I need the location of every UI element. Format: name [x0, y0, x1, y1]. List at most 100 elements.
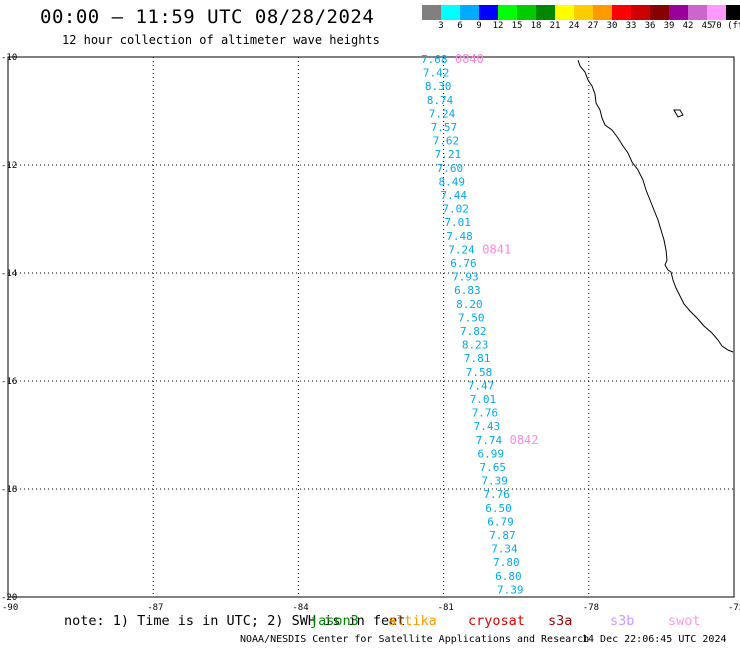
- wave-height-value: 7.48: [446, 230, 473, 243]
- legend-swatch: [631, 5, 650, 20]
- legend-label: 42: [682, 21, 694, 31]
- wave-height-value: 7.50: [458, 311, 485, 324]
- y-tick-label: -20: [1, 593, 17, 603]
- pass-time-label: 0842: [510, 433, 539, 447]
- legend-swatch: [574, 5, 593, 20]
- wave-height-value: 7.60: [437, 162, 464, 175]
- satellite-s3a: s3a: [548, 613, 573, 629]
- wave-height-value: 7.76: [483, 488, 510, 501]
- wave-height-value: 8.20: [456, 298, 483, 311]
- wave-height-value: 6.99: [478, 447, 505, 460]
- legend-swatch: [536, 5, 555, 20]
- legend-label: 36: [644, 21, 656, 31]
- y-tick-label: -16: [1, 377, 17, 387]
- legend-label: 45: [701, 21, 713, 31]
- legend-swatch: [555, 5, 574, 20]
- wave-height-value: 7.58: [466, 366, 493, 379]
- coastline: [577, 59, 734, 353]
- pass-time-label: 0841: [482, 242, 511, 256]
- legend-label: 24: [568, 21, 580, 31]
- legend-label: 9: [476, 21, 482, 31]
- wave-height-value: 8.74: [427, 94, 454, 107]
- legend-label: 18: [530, 21, 542, 31]
- wave-height-value: 7.01: [444, 216, 471, 229]
- legend-label: 27: [587, 21, 599, 31]
- wave-height-value: 7.93: [452, 271, 479, 284]
- x-tick-label: -78: [583, 603, 599, 613]
- wave-height-value: 7.74: [476, 434, 503, 447]
- wave-height-value: 7.44: [441, 189, 468, 202]
- wave-height-value: 6.83: [454, 284, 481, 297]
- legend-swatch: [460, 5, 479, 20]
- satellite-s3b: s3b: [610, 613, 635, 629]
- legend-label: 39: [663, 21, 675, 31]
- wave-height-value: 7.34: [491, 543, 518, 556]
- wave-height-value: 7.39: [481, 475, 508, 488]
- legend-swatch: [517, 5, 536, 20]
- legend-swatch: [688, 5, 707, 20]
- wave-height-value: 7.80: [493, 556, 519, 569]
- wave-height-value: 7.39: [497, 583, 524, 596]
- wave-height-value: 7.81: [464, 352, 491, 365]
- x-tick-label: -87: [147, 603, 163, 613]
- legend-swatch: [593, 5, 612, 20]
- x-tick-label: -84: [292, 603, 308, 613]
- legend-label: 30: [606, 21, 618, 31]
- y-tick-label: -18: [1, 485, 17, 495]
- y-tick-label: -14: [1, 269, 17, 279]
- y-tick-label: -12: [1, 161, 17, 171]
- satellite-altika: altika: [388, 613, 437, 629]
- legend-label: 3: [438, 21, 444, 31]
- legend-label: 12: [492, 21, 504, 31]
- legend-label: 33: [625, 21, 637, 31]
- satellite-swot: swot: [668, 613, 701, 629]
- satellite-cryosat: cryosat: [468, 613, 525, 629]
- x-tick-label: -75: [728, 603, 740, 613]
- wave-height-value: 7.24: [448, 243, 475, 256]
- chart-subtitle: 12 hour collection of altimeter wave hei…: [62, 33, 380, 47]
- legend-swatch: [498, 5, 517, 20]
- satellite-jason3: jason3: [310, 613, 359, 629]
- y-tick-label: -10: [1, 53, 17, 63]
- wave-height-value: 7.01: [470, 393, 497, 406]
- wave-height-value: 7.87: [489, 529, 516, 542]
- legend-swatch: [422, 5, 441, 20]
- wave-height-value: 7.47: [468, 379, 495, 392]
- wave-height-value: 7.65: [480, 461, 507, 474]
- wave-height-value: 7.43: [474, 420, 501, 433]
- legend-swatch: [669, 5, 688, 20]
- wave-height-value: 7.21: [435, 148, 462, 161]
- wave-height-labels: 7.687.428.308.747.247.577.627.217.608.49…: [421, 52, 539, 596]
- map-grid: [8, 57, 734, 597]
- legend-label: 15: [511, 21, 523, 31]
- wave-height-value: 8.23: [462, 339, 489, 352]
- wave-height-value: 7.76: [472, 407, 499, 420]
- chart-title: 00:00 – 11:59 UTC 08/28/2024: [40, 6, 375, 28]
- wave-height-value: 7.68: [421, 53, 448, 66]
- legend-label: 6: [457, 21, 463, 31]
- wave-height-value: 8.30: [425, 80, 452, 93]
- legend-swatch: [650, 5, 669, 20]
- axis-ticks: -90 -87 -84 -81 -78 -75 -10 -12 -14 -16 -18 -20: [1, 53, 740, 613]
- legend-swatch: [479, 5, 498, 20]
- legend-label: 21: [549, 21, 561, 31]
- wave-height-value: 7.42: [423, 67, 450, 80]
- wave-height-value: 6.76: [450, 257, 477, 270]
- wave-height-value: 7.24: [429, 107, 456, 120]
- legend-label: 70 (ft): [710, 21, 740, 31]
- wave-height-value: 6.80: [495, 570, 521, 583]
- x-tick-label: -81: [438, 603, 454, 613]
- wave-height-value: 7.02: [442, 203, 469, 216]
- legend-swatch: [441, 5, 460, 20]
- timestamp: 14 Dec 22:06:45 UTC 2024: [582, 634, 727, 645]
- map-frame: [7, 56, 735, 598]
- credit-text: NOAA/NESDIS Center for Satellite Applica…: [240, 634, 590, 645]
- legend-swatch: [612, 5, 631, 20]
- color-legend: [422, 5, 740, 20]
- wave-height-value: 7.82: [460, 325, 487, 338]
- pass-time-label: 0840: [455, 52, 484, 66]
- x-tick-label: -90: [2, 603, 18, 613]
- units-note: note: 1) Time is in UTC; 2) SWH is in fe…: [64, 613, 406, 629]
- wave-height-value: 8.49: [439, 175, 466, 188]
